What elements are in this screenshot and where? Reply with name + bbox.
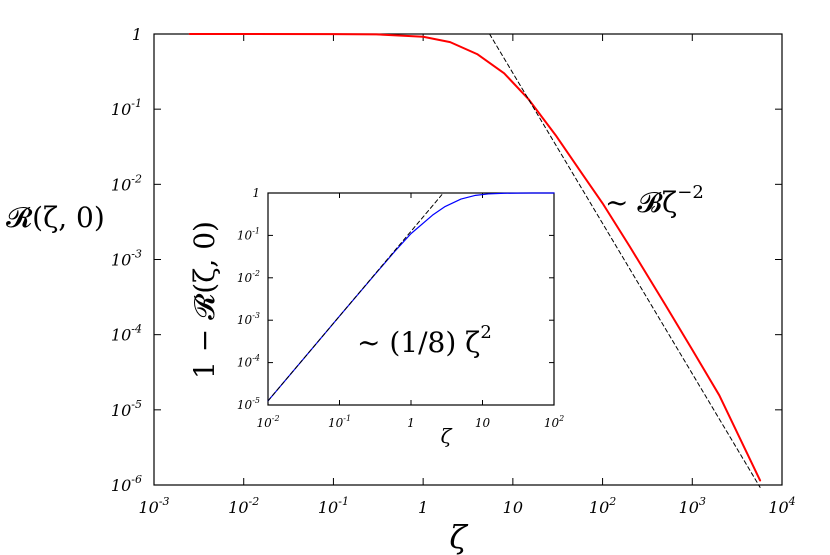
inset-x-tick-label-exponent: -1 (343, 414, 351, 423)
inset-y-tick-label: 10-2 (237, 269, 260, 285)
main-x-tick-label-base: 10 (228, 498, 248, 517)
main-y-tick-label-base: 10 (111, 175, 131, 194)
main-x-tick-label-base: 10 (679, 498, 699, 517)
main-y-tick-label-exponent: -2 (131, 172, 142, 185)
main-chart: 10-3 10-2 10-1 1 10 102 103 104110-110-210-310-… (6, 25, 796, 555)
inset-y-tick-label-base: 10 (237, 398, 253, 412)
main-y-tick-label-base: 1 (132, 25, 142, 44)
main-x-tick-label: 103 (679, 495, 706, 517)
main-x-tick-label: 102 (589, 495, 616, 517)
inset-y-tick-label-base: 10 (237, 313, 253, 327)
main-x-tick-label-exponent: 4 (788, 495, 796, 508)
main-y-tick-label-base: 10 (111, 326, 131, 345)
inset-y-tick-label-exponent: -5 (252, 396, 260, 405)
inset-x-tick-label-base: 10 (256, 416, 272, 430)
inset-y-tick-label-exponent: -4 (252, 354, 260, 363)
inset-y-tick-label: 10-5 (237, 396, 260, 412)
inset-y-tick-label: 10-4 (237, 354, 260, 370)
main-x-tick-label-base: 10 (138, 498, 158, 517)
main-y-tick-label-base: 10 (111, 251, 131, 270)
main-x-tick-label-base: 10 (318, 498, 338, 517)
main-y-tick-label: 10-3 (111, 248, 142, 270)
inset-y-tick-label-base: 1 (252, 186, 260, 200)
inset-x-tick-label: 102 (544, 414, 564, 430)
main-y-tick-label-base: 10 (111, 401, 131, 420)
main-y-tick-label: 10-1 (111, 97, 142, 119)
inset-y-tick-label-exponent: -1 (252, 226, 260, 235)
inset-y-tick-label: 10-1 (237, 226, 260, 242)
main-x-tick-label-exponent: -2 (249, 495, 260, 508)
main-y-tick-label-base: 10 (111, 100, 131, 119)
main-x-tick-label-exponent: -1 (338, 495, 349, 508)
main-x-tick-label: 10-3 (138, 495, 169, 517)
main-y-axis-label: 𝓡(ζ, 0) (6, 201, 105, 234)
inset-y-tick-label-exponent: -2 (252, 269, 260, 278)
inset-series (267, 192, 555, 402)
inset-x-tick-label-base: 10 (328, 416, 344, 430)
inset-y-tick-label: 10-3 (237, 311, 260, 327)
inset-annotation-exponent: 2 (480, 322, 491, 343)
inset-annotation: ~ (1/8) ζ2 (357, 322, 492, 359)
inset-y-tick-label: 1 (252, 186, 260, 200)
inset-x-tick-label: 10-2 (256, 414, 279, 430)
main-x-tick-label-exponent: 2 (608, 495, 616, 508)
inset-x-tick-label-exponent: 2 (558, 414, 564, 423)
main-y-tick-label: 10-2 (111, 172, 142, 194)
main-x-tick-label: 10-1 (318, 495, 349, 517)
inset-x-axis-label: ζ (441, 424, 453, 448)
inset-x-tick-label: 1 (407, 416, 415, 430)
main-x-tick-label-base: 10 (503, 498, 523, 517)
inset-x-tick-label-base: 1 (407, 416, 415, 430)
inset-background (268, 193, 554, 405)
main-y-tick-label: 10-5 (111, 398, 142, 420)
main-series (188, 33, 762, 488)
inset-y-tick-label-base: 10 (237, 271, 253, 285)
inset-y-tick-label-base: 10 (237, 228, 253, 242)
main-x-tick-label-exponent: -3 (159, 495, 170, 508)
main-annotation-text: ~ 𝓑ζ (605, 186, 677, 219)
inset-asymptote-line (267, 194, 443, 402)
inset-y-axis-label: 1 − 𝓡(ζ, 0) (188, 221, 221, 379)
inset-x-tick-label-exponent: -2 (272, 414, 280, 423)
main-asymptote-line (489, 33, 761, 488)
inset-x-tick-label: 10-1 (328, 414, 351, 430)
main-y-tick-label-exponent: -4 (131, 323, 142, 336)
main-y-tick-label-exponent: -6 (131, 473, 142, 486)
inset-x-tick-label-base: 10 (475, 416, 491, 430)
inset-y-tick-label-exponent: -3 (252, 311, 260, 320)
main-x-tick-label-base: 10 (768, 498, 788, 517)
main-x-tick-label: 1 (418, 498, 428, 517)
main-x-tick-label-base: 1 (418, 498, 428, 517)
inset-x-tick-label-base: 10 (544, 416, 560, 430)
main-y-tick-label: 1 (132, 25, 142, 44)
main-y-tick-label-exponent: -3 (131, 248, 142, 261)
main-x-tick-label: 104 (768, 495, 795, 517)
main-ticks: 10-3 10-2 10-1 1 10 102 103 104110-110-210-310-… (111, 25, 796, 517)
main-x-tick-label-exponent: 3 (699, 495, 706, 508)
main-y-tick-label-base: 10 (111, 476, 131, 495)
main-x-tick-label: 10-2 (228, 495, 259, 517)
main-y-tick-label: 10-4 (111, 323, 142, 345)
main-x-tick-label-base: 10 (589, 498, 609, 517)
main-annotation: ~ 𝓑ζ−2 (605, 182, 704, 219)
inset-annotation-text: ~ (1/8) ζ (357, 326, 480, 359)
main-annotation-exponent: −2 (677, 182, 704, 203)
main-curve-line (188, 33, 762, 482)
main-y-tick-label: 10-6 (111, 473, 142, 495)
main-y-tick-label-exponent: -5 (131, 398, 142, 411)
inset-x-tick-label: 10 (475, 416, 491, 430)
main-x-axis-label: ζ (449, 518, 468, 555)
main-x-tick-label: 10 (503, 498, 523, 517)
inset-y-tick-label-base: 10 (237, 356, 253, 370)
main-y-tick-label-exponent: -1 (131, 97, 142, 110)
